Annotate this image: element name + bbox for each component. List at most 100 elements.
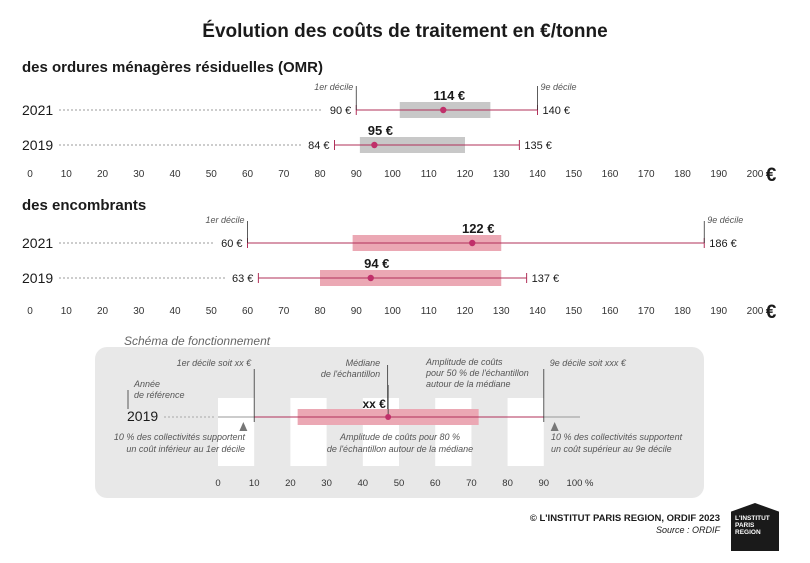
leader-dot (159, 277, 161, 279)
x-tick-label: 100 (384, 306, 401, 317)
leader-dot (135, 109, 137, 111)
leader-dot (171, 144, 173, 146)
leader-dot (83, 144, 85, 146)
x-tick-label: 110 (421, 169, 437, 180)
leader-dot (135, 144, 137, 146)
leader-dot (271, 109, 273, 111)
leader-dot (103, 242, 105, 244)
x-tick-label: 120 (457, 306, 474, 317)
leader-dot (199, 144, 201, 146)
euro-unit: € (766, 302, 777, 323)
leader-dot (75, 109, 77, 111)
leader-dot (275, 109, 277, 111)
x-tick-label: 40 (169, 169, 181, 180)
d1-caption: 1er décile (205, 215, 244, 225)
leader-dot (203, 144, 205, 146)
leader-dot (99, 109, 101, 111)
page-title: Évolution des coûts de traitement en €/t… (202, 20, 607, 42)
leader-dot (115, 242, 117, 244)
x-tick-label: 30 (133, 306, 145, 317)
leader-dot (119, 277, 121, 279)
leader-dot (63, 109, 65, 111)
leader-dot (187, 144, 189, 146)
credit-text: © L'INSTITUT PARIS REGION, ORDIF 2023 (530, 513, 720, 524)
leader-dot (83, 109, 85, 111)
leader-dot (63, 144, 65, 146)
d1-value-label: 90 € (330, 105, 351, 117)
leader-dot (75, 277, 77, 279)
leader-dot (135, 242, 137, 244)
leader-dot (71, 277, 73, 279)
schema-x-tick: 90 (539, 478, 550, 489)
leader-dot (319, 109, 321, 111)
leader-dot (311, 109, 313, 111)
leader-dot (203, 109, 205, 111)
schema-d9-caption: 9e décile soit xxx € (550, 358, 627, 368)
leader-dot (103, 144, 105, 146)
leader-dot (91, 242, 93, 244)
leader-dot (203, 242, 205, 244)
leader-dot (315, 109, 317, 111)
leader-dot (199, 109, 201, 111)
x-tick-label: 30 (133, 169, 145, 180)
schema-band (290, 398, 327, 466)
x-tick-label: 130 (493, 169, 510, 180)
leader-dot (255, 109, 257, 111)
x-tick-label: 20 (97, 306, 109, 317)
median-label: 114 € (433, 88, 465, 103)
x-tick-label: 150 (565, 169, 582, 180)
leader-dot (255, 144, 257, 146)
d1-value-label: 63 € (232, 273, 253, 285)
leader-dot (79, 109, 81, 111)
leader-dot (247, 109, 249, 111)
leader-dot (139, 109, 141, 111)
leader-dot (131, 109, 133, 111)
leader-dot (151, 242, 153, 244)
schema-year-caption: de référence (134, 390, 185, 400)
leader-dot (127, 277, 129, 279)
institut-logo: L'INSTITUT PARIS REGION (731, 503, 779, 551)
leader-dot (167, 109, 169, 111)
leader-dot (143, 242, 145, 244)
x-tick-label: 120 (457, 169, 474, 180)
leader-dot (239, 109, 241, 111)
leader-dot (283, 109, 285, 111)
leader-dot (107, 242, 109, 244)
leader-dot (291, 109, 293, 111)
leader-dot (179, 242, 181, 244)
median-label: 94 € (364, 256, 389, 271)
x-tick-label: 0 (27, 306, 33, 317)
x-tick-label: 150 (565, 306, 582, 317)
leader-dot (139, 144, 141, 146)
leader-dot (299, 144, 301, 146)
schema-x-tick: 80 (502, 478, 513, 489)
x-tick-label: 50 (206, 169, 218, 180)
leader-dot (299, 109, 301, 111)
leader-dot (191, 242, 193, 244)
leader-dot (179, 277, 181, 279)
leader-dot (167, 242, 169, 244)
year-label: 2021 (22, 235, 53, 251)
year-label: 2019 (22, 270, 53, 286)
leader-dot (231, 144, 233, 146)
leader-dot (172, 416, 174, 418)
schema-amp80-caption: de l'échantillon autour de la médiane (327, 444, 473, 454)
leader-dot (123, 109, 125, 111)
schema-amp50-caption: Amplitude de coûts (425, 357, 503, 367)
d9-caption: 9e décile (707, 215, 743, 225)
leader-dot (247, 144, 249, 146)
leader-dot (151, 109, 153, 111)
d9-value-label: 137 € (532, 273, 560, 285)
leader-dot (75, 242, 77, 244)
leader-dot (139, 242, 141, 244)
leader-dot (207, 242, 209, 244)
leader-dot (227, 144, 229, 146)
leader-dot (107, 109, 109, 111)
leader-dot (79, 277, 81, 279)
schema-band (507, 398, 544, 466)
leader-dot (235, 144, 237, 146)
x-tick-label: 200 (747, 306, 764, 317)
leader-dot (187, 242, 189, 244)
leader-dot (279, 109, 281, 111)
leader-dot (215, 144, 217, 146)
